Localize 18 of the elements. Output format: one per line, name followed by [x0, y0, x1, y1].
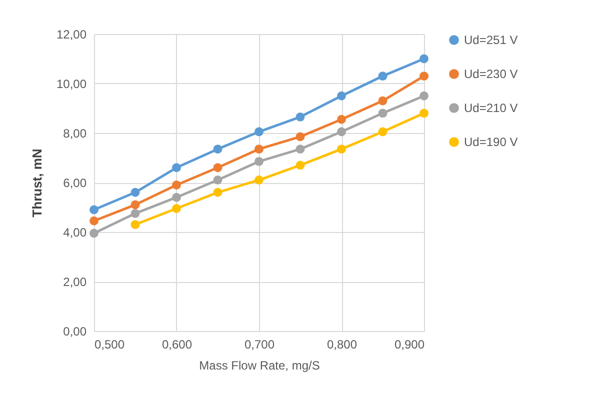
y-tick-label: 12,00: [56, 28, 87, 42]
legend-label: Ud=230 V: [464, 67, 518, 81]
legend-label: Ud=251 V: [464, 33, 518, 47]
x-tick-label: 0,800: [326, 338, 358, 352]
y-tick-label: 4,00: [63, 226, 87, 240]
y-tick-label: 8,00: [63, 126, 87, 140]
x-tick-label: 0,900: [394, 338, 425, 352]
y-tick-label: 6,00: [63, 176, 87, 190]
y-axis-title: Thrust, mN: [29, 148, 44, 218]
x-tick-label: 0,600: [162, 338, 192, 352]
legend-label: Ud=190 V: [464, 135, 518, 149]
x-tick-label: 0,500: [94, 338, 125, 352]
y-tick-label: 10,00: [56, 77, 87, 91]
x-tick-label: 0,700: [244, 338, 275, 352]
x-axis-title: Mass Flow Rate, mg/S: [199, 358, 320, 372]
y-tick-label: 0,00: [63, 324, 87, 338]
y-tick-label: 2,00: [63, 275, 87, 289]
legend-label: Ud=210 V: [464, 101, 518, 115]
